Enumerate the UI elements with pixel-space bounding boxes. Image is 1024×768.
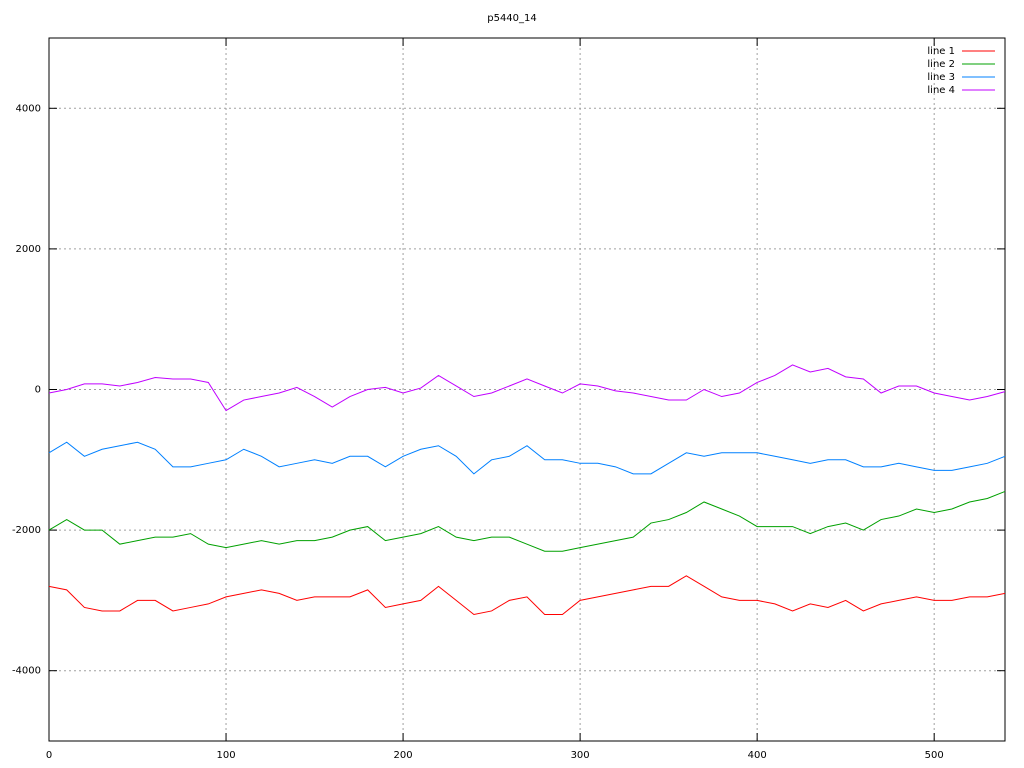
x-tick-label: 0 (46, 750, 52, 761)
x-tick-label: 400 (748, 750, 767, 761)
y-tick-label: 2000 (16, 244, 41, 255)
data-line (48, 441, 1006, 475)
legend-label: line 4 (927, 85, 955, 96)
legend-label: line 2 (927, 59, 955, 70)
x-tick-label: 300 (571, 750, 590, 761)
x-tick-label: 100 (216, 750, 235, 761)
y-tick-label: -4000 (12, 666, 41, 677)
y-tick-label: 4000 (16, 103, 41, 114)
legend-label: line 1 (927, 46, 955, 57)
plot-frame (48, 37, 1006, 742)
chart-title: p5440_14 (487, 13, 537, 24)
y-tick-label: -2000 (12, 525, 41, 536)
y-tick-label: 0 (35, 385, 41, 396)
data-line (48, 575, 1006, 615)
x-tick-label: 200 (394, 750, 413, 761)
data-line (48, 364, 1006, 412)
legend-label: line 3 (927, 72, 955, 83)
data-line (48, 490, 1006, 552)
x-tick-label: 500 (925, 750, 944, 761)
